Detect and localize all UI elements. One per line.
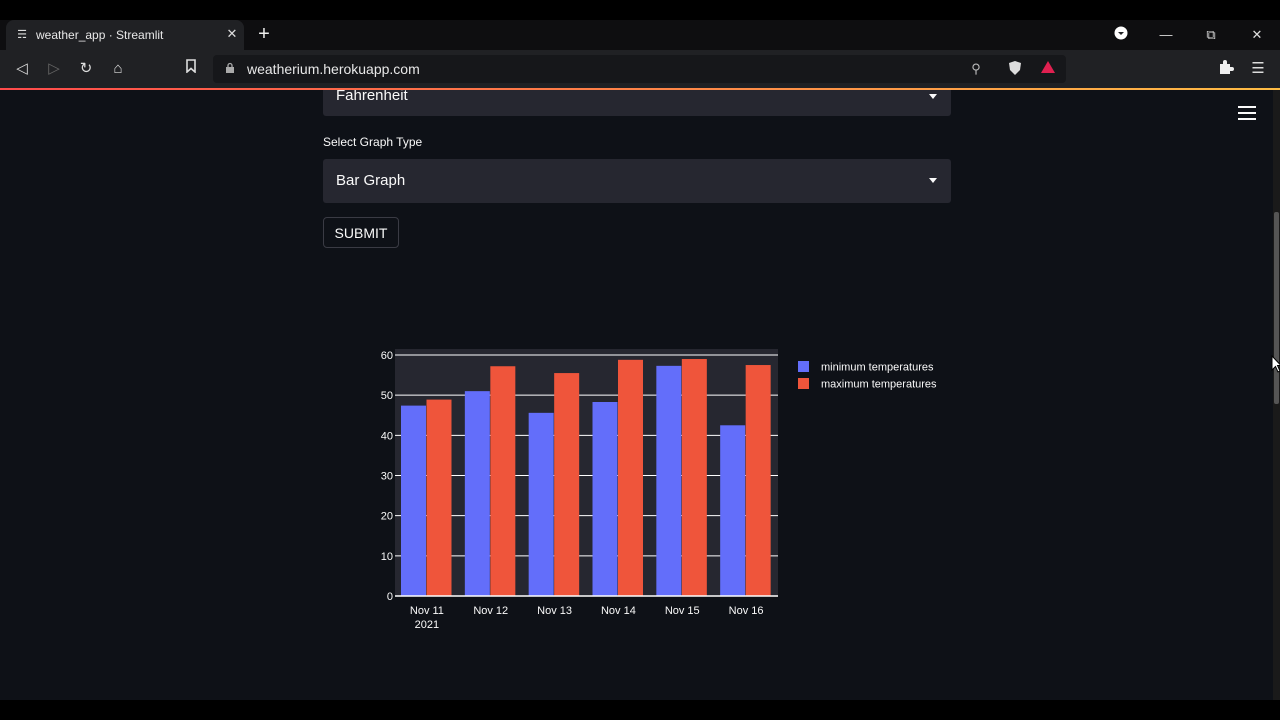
- x-tick-year-label: 2021: [415, 619, 439, 631]
- brave-shield-icon[interactable]: [1006, 60, 1024, 78]
- y-tick-label: 40: [381, 430, 393, 442]
- scrollbar-thumb[interactable]: [1274, 212, 1279, 404]
- bookmark-icon[interactable]: [181, 59, 201, 79]
- browser-tab[interactable]: ☴ weather_app · Streamlit ✕: [6, 20, 244, 50]
- y-tick-label: 30: [381, 471, 393, 483]
- unit-select-value: Fahrenheit: [336, 90, 408, 104]
- bar-min: [592, 401, 618, 596]
- url-text[interactable]: weatherium.herokuapp.com: [247, 61, 420, 77]
- y-tick-label: 10: [381, 551, 393, 563]
- extensions-icon[interactable]: [1216, 59, 1236, 79]
- bar-max: [681, 359, 707, 596]
- minimize-icon[interactable]: —: [1159, 27, 1173, 42]
- back-icon[interactable]: ◁: [16, 60, 28, 77]
- y-tick-label: 20: [381, 511, 393, 523]
- mouse-cursor-icon: [1271, 355, 1280, 373]
- bar-min: [720, 425, 746, 596]
- graph-type-label: Select Graph Type: [323, 135, 423, 149]
- home-icon[interactable]: ⌂: [113, 60, 123, 77]
- address-bar[interactable]: weatherium.herokuapp.com ⚲: [213, 55, 1066, 83]
- x-tick-label: Nov 13: [537, 605, 572, 617]
- legend-swatch: [798, 361, 809, 372]
- reload-icon[interactable]: ↻: [79, 60, 93, 77]
- y-tick-label: 60: [381, 350, 393, 362]
- browser-toolbar: ◁ ▷ ↻ ⌂ weatherium.herokuapp.com ⚲ ☰: [0, 50, 1280, 88]
- app-main: Fahrenheit Select Graph Type Bar Graph S…: [0, 90, 1273, 700]
- x-tick-label: Nov 15: [665, 605, 700, 617]
- browser-menu-icon[interactable]: ☰: [1251, 60, 1265, 77]
- bar-min: [528, 412, 554, 596]
- window-close-icon[interactable]: ✕: [1251, 27, 1263, 42]
- legend-label: maximum temperatures: [821, 379, 937, 391]
- legend-label: minimum temperatures: [821, 362, 934, 374]
- streamlit-favicon-icon: ☴: [17, 29, 27, 41]
- x-tick-label: Nov 11: [410, 605, 444, 617]
- profile-dropdown-icon[interactable]: [1111, 26, 1131, 44]
- close-icon[interactable]: ✕: [226, 26, 238, 41]
- x-tick-label: Nov 16: [729, 605, 764, 617]
- x-tick-label: Nov 14: [601, 605, 636, 617]
- zoom-icon[interactable]: ⚲: [971, 61, 981, 76]
- unit-select[interactable]: Fahrenheit: [323, 90, 951, 116]
- x-tick-label: Nov 12: [473, 605, 508, 617]
- lock-icon: [225, 62, 235, 74]
- plot-area: [395, 349, 778, 596]
- submit-button[interactable]: SUBMIT: [323, 217, 399, 248]
- bottom-strip: [0, 700, 1280, 720]
- restore-icon[interactable]: ⧉: [1206, 27, 1216, 42]
- streamlit-header-decoration: [0, 88, 1280, 90]
- bar-max: [554, 373, 580, 596]
- bar-max: [618, 359, 643, 596]
- forward-icon[interactable]: ▷: [48, 60, 60, 77]
- tab-bar: ☴ weather_app · Streamlit ✕ + — ⧉ ✕: [0, 20, 1280, 50]
- chevron-down-icon: [929, 94, 937, 99]
- chevron-down-icon: [929, 178, 937, 183]
- bar-min: [656, 365, 682, 596]
- graph-type-select-value: Bar Graph: [336, 172, 406, 189]
- brave-rewards-icon[interactable]: [1039, 60, 1057, 78]
- tab-title: weather_app · Streamlit: [36, 28, 164, 42]
- temperature-bar-chart: 0 10 20 30 40 50 60 Nov 11 2021 Nov 12 Nov 13 Nov 1…: [381, 349, 937, 631]
- y-tick-label: 0: [387, 591, 393, 603]
- legend-swatch: [798, 378, 809, 389]
- bar-max: [745, 365, 771, 596]
- bar-max: [426, 399, 452, 596]
- bar-min: [464, 391, 490, 596]
- y-tick-label: 50: [381, 390, 393, 402]
- hamburger-menu-icon[interactable]: [1238, 106, 1256, 120]
- bar-max: [490, 366, 516, 596]
- graph-type-select[interactable]: Bar Graph: [323, 159, 951, 203]
- bar-min: [401, 405, 426, 596]
- plus-icon[interactable]: +: [258, 23, 270, 45]
